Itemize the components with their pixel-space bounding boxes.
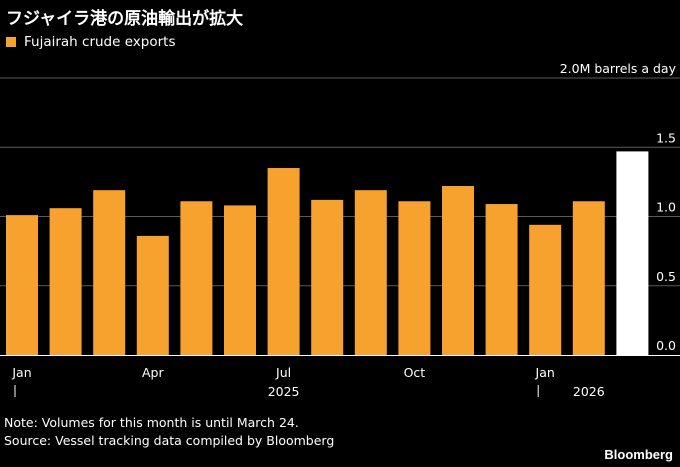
bar [49,208,82,355]
x-tick-label: Oct [404,365,426,380]
bar [93,190,126,355]
bar [224,205,256,355]
chart-title: フジャイラ港の原油輸出が拡大 [6,9,244,29]
year-label: 2026 [573,384,605,399]
x-tick-label: Apr [142,365,164,380]
chart-source: Source: Vessel tracking data compiled by… [4,433,335,448]
bar [354,190,387,355]
bar [529,224,562,355]
x-tick-label: Jan [535,365,555,380]
year-label: 2025 [268,384,300,399]
x-tick-label: Jan [11,365,31,380]
bar [311,199,344,355]
legend-label: Fujairah crude exports [24,34,176,50]
y-tick-label: 0.5 [656,269,676,284]
bar [180,201,213,355]
bar-current-month [616,151,649,355]
y-tick-label: 1.5 [656,130,676,145]
bar [572,201,605,355]
x-tick-label: Jul [275,365,291,380]
bar [442,186,474,355]
y-tick-label: 0.0 [656,338,676,353]
bloomberg-logo: Bloomberg [604,447,673,462]
bar [136,235,169,355]
y-tick-label: 1.0 [656,200,676,215]
legend: Fujairah crude exports [6,34,176,50]
bar [267,168,300,355]
bar [6,215,38,355]
chart-note: Note: Volumes for this month is until Ma… [4,415,299,430]
bar [398,201,431,355]
y-tick-label: 2.0M barrels a day [560,61,677,76]
bar [485,204,518,355]
bar-chart: 0.0 0.5 1.0 1.5 2.0M barrels a day Jan Apr Jul O… [0,61,680,399]
legend-swatch [6,37,16,47]
